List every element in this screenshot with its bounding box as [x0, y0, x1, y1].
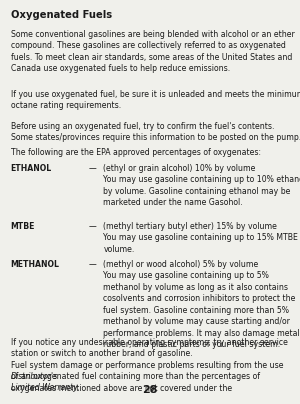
Text: ETHANOL: ETHANOL — [11, 164, 52, 173]
Text: (methyl or wood alcohol) 5% by volume
You may use gasoline containing up to 5%
m: (methyl or wood alcohol) 5% by volume Yo… — [103, 260, 300, 349]
Text: METHANOL: METHANOL — [11, 260, 59, 269]
Text: MTBE: MTBE — [11, 222, 35, 231]
Text: Before using an oxygenated fuel, try to confirm the fuel's contents.
Some states: Before using an oxygenated fuel, try to … — [11, 122, 300, 143]
Text: —: — — [88, 260, 96, 269]
Text: 28: 28 — [142, 385, 158, 395]
Text: (methyl tertiary butyl ether) 15% by volume
You may use gasoline containing up t: (methyl tertiary butyl ether) 15% by vol… — [103, 222, 300, 254]
Text: Some conventional gasolines are being blended with alcohol or an ether
compound.: Some conventional gasolines are being bl… — [11, 30, 294, 74]
Text: (ethyl or grain alcohol) 10% by volume
You may use gasoline containing up to 10%: (ethyl or grain alcohol) 10% by volume Y… — [103, 164, 300, 207]
Text: If you notice any undesirable operating symptoms, try another service
station or: If you notice any undesirable operating … — [11, 338, 287, 393]
Text: Distributor's
Limited Warranty.: Distributor's Limited Warranty. — [11, 372, 79, 392]
Text: —: — — [88, 164, 96, 173]
Text: Oxygenated Fuels: Oxygenated Fuels — [11, 10, 112, 20]
Text: The following are the EPA approved percentages of oxygenates:: The following are the EPA approved perce… — [11, 148, 260, 157]
Text: If you use oxygenated fuel, be sure it is unleaded and meets the minimum
octane : If you use oxygenated fuel, be sure it i… — [11, 90, 300, 110]
Text: —: — — [88, 222, 96, 231]
